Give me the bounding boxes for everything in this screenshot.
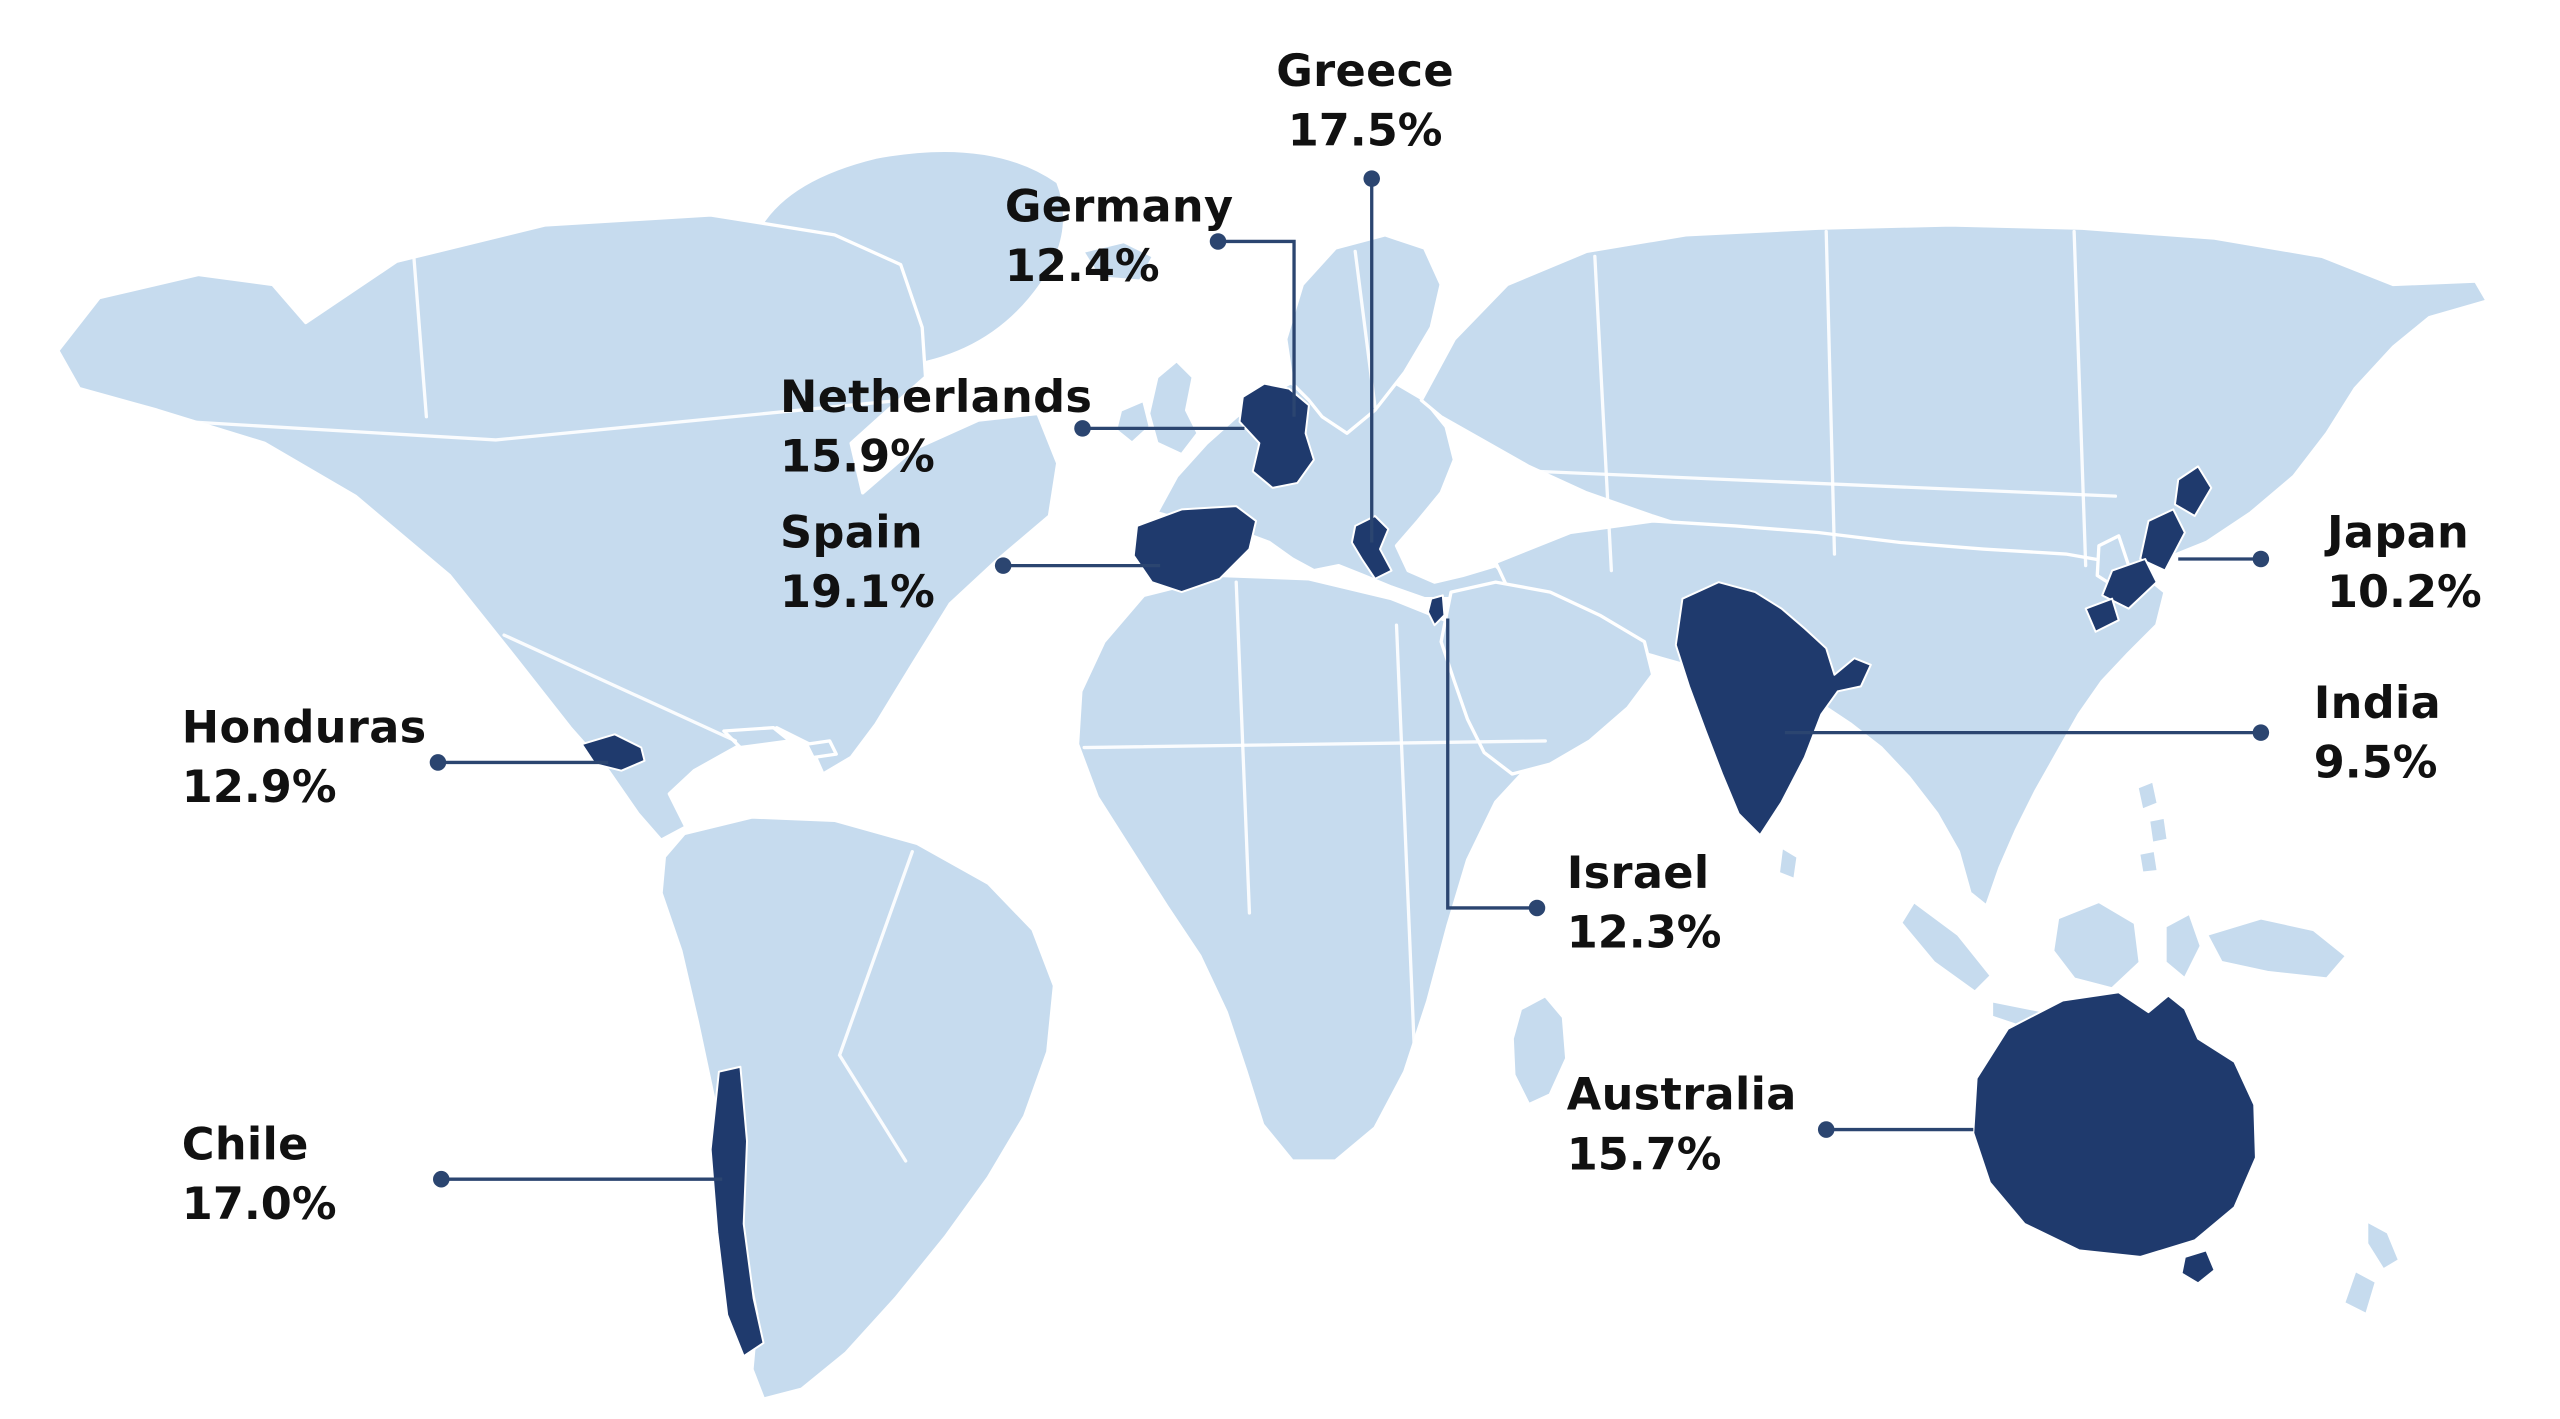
leader-dot-israel xyxy=(1528,899,1546,917)
leader-line-israel xyxy=(1446,618,1537,910)
leader-dot-germany xyxy=(1209,233,1227,250)
border-africa-east xyxy=(1394,623,1417,1061)
landmass-scandinavia xyxy=(1284,233,1443,435)
island-philippines-2 xyxy=(2146,815,2170,846)
leader-netherlands xyxy=(1074,420,1245,437)
label-spain-value: 19.1% xyxy=(780,566,935,618)
leader-dot-chile xyxy=(433,1170,450,1188)
leader-australia xyxy=(1817,1121,1974,1138)
border-siberia-1 xyxy=(1824,229,1837,556)
island-sumatra xyxy=(1898,899,1994,994)
border-russia-ural xyxy=(1593,254,1614,573)
label-japan-name: Japan xyxy=(2324,506,2469,558)
label-australia-value: 15.7% xyxy=(1567,1128,1722,1180)
island-borneo xyxy=(2050,899,2142,991)
label-chile-value: 17.0% xyxy=(182,1178,337,1230)
label-honduras-value: 12.9% xyxy=(182,761,337,813)
island-hispaniola xyxy=(804,739,838,760)
leader-chile xyxy=(433,1170,723,1188)
country-chile xyxy=(709,1065,765,1358)
island-philippines-1 xyxy=(2135,778,2161,813)
label-chile-name: Chile xyxy=(182,1118,309,1170)
leader-dot-honduras xyxy=(429,754,447,771)
border-brazil xyxy=(837,850,914,1163)
label-spain-name: Spain xyxy=(780,506,923,558)
island-philippines-3 xyxy=(2136,848,2161,875)
border-mexico xyxy=(502,633,738,743)
label-india-value: 9.5% xyxy=(2314,736,2438,788)
island-iceland xyxy=(1080,239,1156,283)
leader-honduras xyxy=(429,754,609,771)
label-japan-value: 10.2% xyxy=(2327,566,2482,618)
leader-germany xyxy=(1209,233,1296,417)
landmass-north-america xyxy=(56,213,1060,842)
label-germany-name: Germany xyxy=(1005,181,1234,233)
label-honduras-name: Honduras xyxy=(182,702,427,754)
border-siberia-2 xyxy=(2072,229,2088,568)
island-new-guinea xyxy=(2204,916,2349,981)
country-spain xyxy=(1132,505,1258,594)
label-netherlands-value: 15.9% xyxy=(780,430,935,482)
leader-greece xyxy=(1363,170,1380,543)
country-greece xyxy=(1350,515,1393,580)
landmass-arabia xyxy=(1439,580,1655,776)
country-india xyxy=(1674,581,1872,837)
country-australia xyxy=(1972,991,2257,1258)
leader-dot-spain xyxy=(994,557,1012,574)
label-india-name: India xyxy=(2314,677,2441,729)
label-australia-name: Australia xyxy=(1567,1069,1797,1121)
border-africa-west xyxy=(1234,580,1252,915)
island-uk xyxy=(1146,358,1200,457)
leader-dot-india xyxy=(2252,724,2270,741)
island-sri-lanka xyxy=(1776,845,1800,882)
leader-israel xyxy=(1446,618,1546,917)
border-canada-vertical xyxy=(411,246,429,419)
leader-dot-greece xyxy=(1363,170,1380,187)
leader-japan xyxy=(2178,550,2270,568)
country-japan-honshu-south xyxy=(2101,558,2158,610)
island-madagascar xyxy=(1510,993,1569,1107)
island-sulawesi xyxy=(2163,911,2204,981)
island-new-zealand-north xyxy=(2364,1218,2402,1272)
label-israel-value: 12.3% xyxy=(1567,907,1722,959)
label-netherlands-name: Netherlands xyxy=(780,371,1092,423)
leader-line-germany xyxy=(1218,239,1296,417)
country-japan-honshu-north xyxy=(2139,508,2186,572)
label-greece-name: Greece xyxy=(1276,45,1454,97)
border-sahara xyxy=(1082,739,1547,750)
label-israel-name: Israel xyxy=(1567,847,1710,899)
island-ireland xyxy=(1113,398,1152,445)
leader-spain xyxy=(994,557,1161,574)
leader-dot-netherlands xyxy=(1074,420,1091,437)
leader-india xyxy=(1784,724,2270,741)
island-new-zealand-south xyxy=(2341,1268,2379,1317)
country-japan-hokkaido xyxy=(2173,465,2213,517)
leader-dot-australia xyxy=(1817,1121,1835,1138)
country-israel xyxy=(1426,594,1446,627)
country-australia-tasmania xyxy=(2180,1249,2216,1285)
border-central-asia xyxy=(1535,469,2118,498)
label-greece-value: 17.5% xyxy=(1288,105,1443,157)
label-germany-value: 12.4% xyxy=(1005,240,1160,292)
country-japan-kyushu xyxy=(2084,597,2120,633)
border-us-canada xyxy=(100,398,903,442)
leader-dot-japan xyxy=(2252,550,2270,568)
landmass-south-america xyxy=(659,815,1057,1401)
